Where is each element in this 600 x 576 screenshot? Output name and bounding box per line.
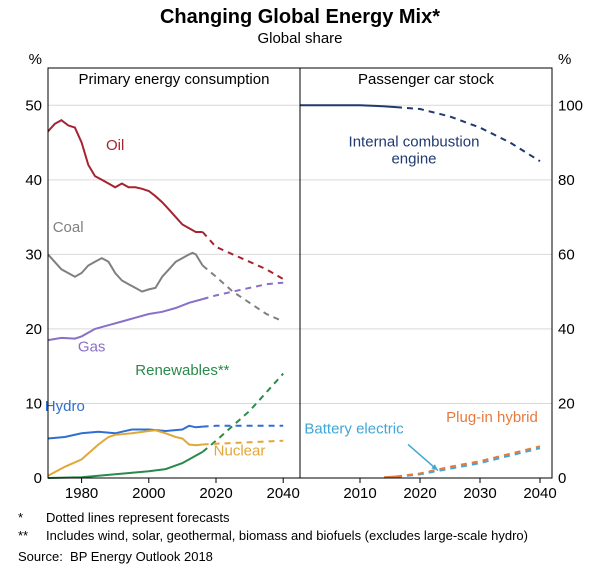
xtick-left: 2000: [132, 485, 165, 502]
ytick-right: 20: [558, 395, 575, 412]
series-coal-dashed: [203, 266, 284, 322]
ytick-left: 30: [25, 246, 42, 263]
chart-svg: 01020304050020406080100%%198020002020204…: [0, 0, 600, 576]
panel-title-left: Primary energy consumption: [79, 71, 270, 88]
series-label-renewables: Renewables**: [135, 362, 229, 379]
series-coal-solid: [48, 253, 203, 292]
xtick-right: 2030: [463, 485, 496, 502]
panel-title-right: Passenger car stock: [358, 71, 494, 88]
series-label-oil: Oil: [106, 137, 124, 154]
series-nuclear-solid: [48, 430, 203, 476]
series-renewables-dashed: [203, 374, 284, 452]
series-label-hydro: Hydro: [45, 398, 85, 415]
series-label-ice: engine: [391, 150, 436, 167]
y-unit-right: %: [558, 51, 571, 68]
ytick-right: 40: [558, 321, 575, 338]
ytick-right: 80: [558, 172, 575, 189]
series-gas-dashed: [203, 283, 284, 299]
series-ice-solid: [300, 105, 396, 107]
xtick-right: 2010: [343, 485, 376, 502]
footnote-2: ** Includes wind, solar, geothermal, bio…: [18, 527, 582, 545]
ytick-right: 0: [558, 470, 566, 487]
ytick-right: 60: [558, 246, 575, 263]
ytick-left: 20: [25, 321, 42, 338]
source-line: Source: BP Energy Outlook 2018: [18, 548, 582, 566]
series-plugin_hybrid-solid: [384, 477, 396, 478]
ytick-left: 10: [25, 395, 42, 412]
series-hydro-solid: [48, 426, 203, 439]
ytick-right: 100: [558, 97, 583, 114]
series-plugin_hybrid-dashed: [396, 446, 540, 476]
series-label-ice: Internal combustion: [349, 133, 480, 150]
ytick-left: 0: [34, 470, 42, 487]
series-hydro-dashed: [203, 426, 284, 427]
series-label-battery_electric: Battery electric: [304, 420, 404, 437]
source-text: BP Energy Outlook 2018: [70, 549, 213, 564]
chart-container: Changing Global Energy Mix* Global share…: [0, 0, 600, 576]
xtick-left: 2040: [267, 485, 300, 502]
series-label-gas: Gas: [78, 338, 106, 355]
y-unit-left: %: [29, 51, 42, 68]
series-label-plugin_hybrid: Plug-in hybrid: [446, 409, 538, 426]
footnote-1: * Dotted lines represent forecasts: [18, 509, 582, 527]
xtick-right: 2020: [403, 485, 436, 502]
ytick-left: 50: [25, 97, 42, 114]
ytick-left: 40: [25, 172, 42, 189]
xtick-left: 2020: [199, 485, 232, 502]
xtick-left: 1980: [65, 485, 98, 502]
series-oil-dashed: [203, 232, 284, 279]
series-label-coal: Coal: [53, 219, 84, 236]
source-label: Source:: [18, 549, 63, 564]
footnotes: * Dotted lines represent forecasts ** In…: [18, 509, 582, 566]
series-gas-solid: [48, 299, 203, 340]
xtick-right: 2040: [523, 485, 556, 502]
series-oil-solid: [48, 120, 203, 232]
series-label-nuclear: Nuclear: [214, 443, 266, 460]
